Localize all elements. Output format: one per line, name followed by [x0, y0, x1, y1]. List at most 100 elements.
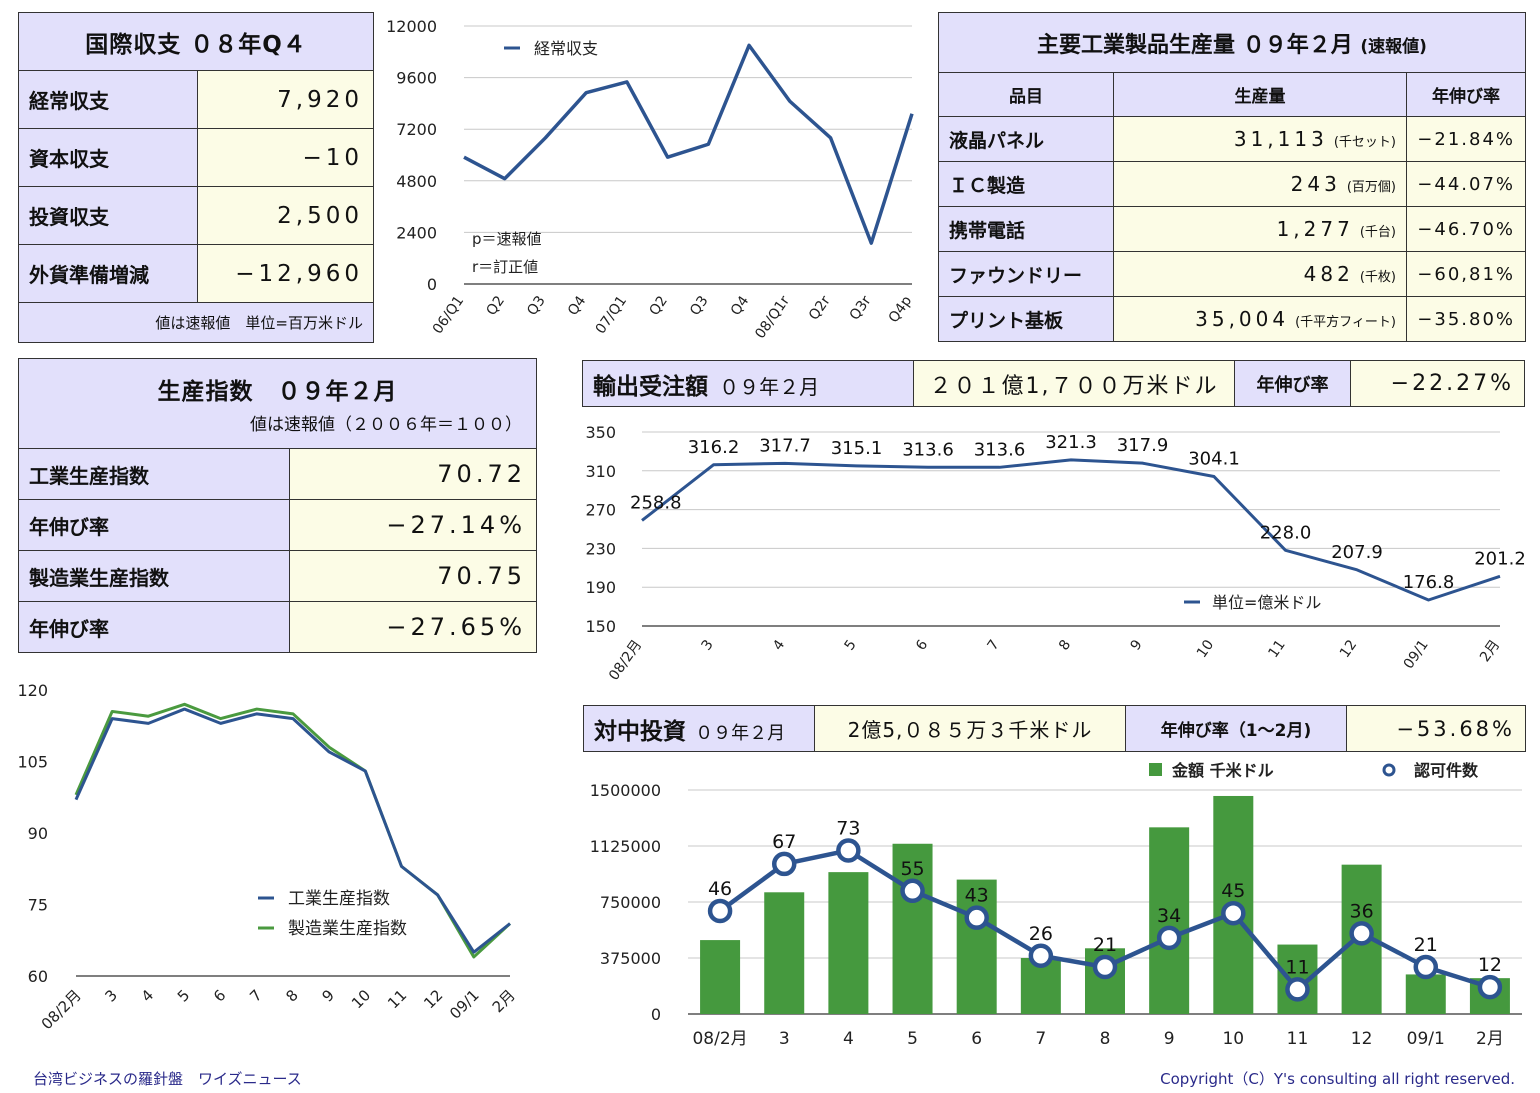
table-row: 外貨準備増減 −12,960	[18, 244, 374, 303]
item-volume-unit: (百万個)	[1346, 180, 1396, 195]
bop-label: 外貨準備増減	[18, 244, 198, 303]
item-label: ファウンドリー	[938, 251, 1114, 297]
approval-marker	[1349, 921, 1374, 946]
y-tick-label: 375000	[600, 949, 661, 968]
export-period: ０９年２月	[719, 374, 820, 399]
legend-label: 認可件数	[1414, 761, 1479, 780]
data-label: 36	[1350, 900, 1374, 922]
legend-label: 製造業生産指数	[288, 919, 407, 939]
industrial-title-text: 主要工業製品生産量 ０９年２月	[1037, 32, 1353, 58]
x-tick-label: 5	[907, 1029, 918, 1049]
item-growth: −60,81%	[1406, 251, 1526, 297]
bop-value: −12,960	[197, 244, 374, 303]
bop-note: 値は速報値 単位=百万米ドル	[18, 302, 374, 343]
legend-swatch	[1382, 763, 1396, 777]
column-header: 年伸び率	[1406, 72, 1526, 117]
y-tick-label: 2400	[396, 223, 437, 242]
item-volume-unit: (千台)	[1359, 225, 1396, 240]
item-volume: 482 (千枚)	[1113, 251, 1407, 297]
x-tick-label: Q3r	[847, 293, 875, 323]
data-label: 315.1	[831, 438, 883, 459]
investment-amount: 2億5,０８５万３千米ドル	[814, 705, 1126, 752]
data-label: 316.2	[688, 437, 740, 458]
approval-marker	[1477, 974, 1503, 1000]
table-row: 工業生産指数 70.72	[18, 448, 537, 500]
production-value: −27.14%	[289, 499, 537, 551]
legend-label: 経常収支	[534, 39, 598, 58]
y-tick-label: 75	[28, 896, 48, 915]
item-label: 液晶パネル	[938, 116, 1114, 162]
y-tick-label: 150	[585, 617, 616, 636]
production-label: 年伸び率	[18, 601, 290, 653]
table-row: 液晶パネル 31,113 (千セット) −21.84%	[938, 116, 1526, 162]
x-tick-label: 6	[913, 637, 931, 654]
data-label: 313.6	[902, 439, 954, 460]
data-label: 45	[1221, 880, 1245, 902]
x-tick-label: Q2	[483, 293, 508, 319]
export-amount: ２０１億1,７００万米ドル	[913, 360, 1235, 407]
x-tick-label: 12	[420, 986, 446, 1012]
x-tick-label: 12	[1351, 1029, 1373, 1049]
data-label: 21	[1093, 934, 1117, 956]
item-growth: −44.07%	[1406, 161, 1526, 207]
data-label: 43	[965, 885, 989, 907]
bop-value: −10	[197, 128, 374, 187]
data-label: 313.6	[974, 439, 1026, 460]
y-tick-label: 105	[17, 753, 48, 772]
table-row: 年伸び率 −27.14%	[18, 499, 537, 551]
item-label: プリント基板	[938, 296, 1114, 342]
production-label: 工業生産指数	[18, 448, 290, 500]
data-label: 317.9	[1117, 435, 1169, 456]
production-index-chart: 60 75 90 105 120 08/2月 3 4 5 6 7 8 9 10 11 12 09/1 2月 工業生産…	[17, 681, 518, 1033]
x-tick-label: 4	[770, 637, 788, 654]
data-label: 201.2	[1474, 548, 1526, 569]
x-tick-label: 7	[985, 637, 1003, 653]
bop-value: 7,920	[197, 70, 374, 129]
production-label: 年伸び率	[18, 499, 290, 551]
x-tick-label: 3	[102, 986, 121, 1005]
x-tick-label: 10	[348, 986, 374, 1012]
x-tick-label: 5	[174, 986, 193, 1005]
export-title: 輸出受注額	[593, 373, 708, 400]
x-tick-label: 7	[246, 986, 265, 1005]
item-label: 携帯電話	[938, 206, 1114, 252]
x-tick-label: 09/1	[1401, 637, 1432, 672]
data-label: 34	[1157, 905, 1181, 927]
x-tick-label: 11	[1287, 1029, 1309, 1049]
x-tick-label: 9	[319, 986, 338, 1005]
series-line-export-orders	[641, 458, 1501, 602]
item-volume-value: 35,004	[1195, 307, 1290, 331]
bop-label: 資本収支	[18, 128, 198, 187]
approval-marker	[1156, 925, 1182, 951]
bar	[700, 940, 741, 1014]
bop-label: 投資収支	[18, 186, 198, 245]
data-label: 304.1	[1188, 449, 1240, 470]
item-volume-value: 243	[1290, 172, 1341, 196]
investment-header: 対中投資 ０９年２月 2億5,０８５万３千米ドル 年伸び率（1〜2月) −53.…	[583, 705, 1526, 752]
table-row: 資本収支 −10	[18, 128, 374, 187]
x-tick-label: 08/2月	[692, 1029, 747, 1049]
y-tick-label: 60	[28, 967, 48, 986]
data-label: 21	[1414, 934, 1438, 956]
data-label: 176.8	[1403, 572, 1455, 593]
x-tick-label: Q3	[524, 293, 549, 319]
bar	[764, 892, 805, 1014]
data-label: 207.9	[1331, 542, 1383, 563]
industrial-table: 主要工業製品生産量 ０９年２月 (速報値) 品目 生産量 年伸び率 液晶パネル …	[938, 12, 1526, 342]
data-label: 258.8	[630, 492, 682, 513]
x-tick-label: 11	[1265, 637, 1288, 661]
bop-title: 国際収支 ０８年Q４	[18, 12, 374, 71]
export-title-cell: 輸出受注額 ０９年２月	[582, 360, 914, 407]
approval-marker	[1413, 954, 1439, 980]
bar	[956, 879, 997, 1014]
y-tick-label: 310	[585, 462, 616, 481]
bar	[1149, 827, 1190, 1014]
x-tick-label: 10	[1194, 637, 1217, 661]
x-tick-label: 9	[1164, 1029, 1175, 1049]
bop-label: 経常収支	[18, 70, 198, 129]
y-tick-label: 230	[585, 539, 616, 558]
y-tick-label: 350	[585, 423, 616, 442]
x-tick-label: 11	[384, 986, 410, 1012]
table-row: ファウンドリー 482 (千枚) −60,81%	[938, 251, 1526, 297]
